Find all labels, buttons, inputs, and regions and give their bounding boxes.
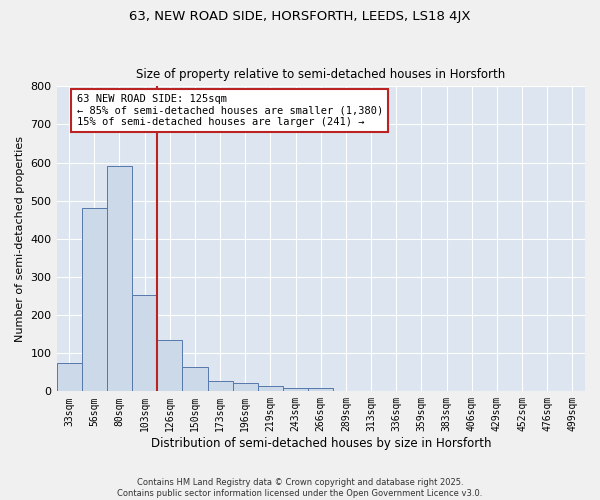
Bar [308, 388, 334, 392]
X-axis label: Distribution of semi-detached houses by size in Horsforth: Distribution of semi-detached houses by … [151, 437, 491, 450]
Bar [56, 362, 82, 392]
Bar [107, 166, 132, 392]
Text: Contains HM Land Registry data © Crown copyright and database right 2025.
Contai: Contains HM Land Registry data © Crown c… [118, 478, 482, 498]
Bar [132, 295, 157, 392]
Bar [283, 388, 308, 392]
Bar [258, 386, 283, 392]
Bar [208, 380, 233, 392]
Bar [157, 340, 182, 392]
Y-axis label: Number of semi-detached properties: Number of semi-detached properties [15, 136, 25, 342]
Text: 63 NEW ROAD SIDE: 125sqm
← 85% of semi-detached houses are smaller (1,380)
15% o: 63 NEW ROAD SIDE: 125sqm ← 85% of semi-d… [77, 94, 383, 127]
Text: 63, NEW ROAD SIDE, HORSFORTH, LEEDS, LS18 4JX: 63, NEW ROAD SIDE, HORSFORTH, LEEDS, LS1… [129, 10, 471, 23]
Bar [182, 366, 208, 392]
Title: Size of property relative to semi-detached houses in Horsforth: Size of property relative to semi-detach… [136, 68, 505, 81]
Bar [233, 383, 258, 392]
Bar [82, 208, 107, 392]
